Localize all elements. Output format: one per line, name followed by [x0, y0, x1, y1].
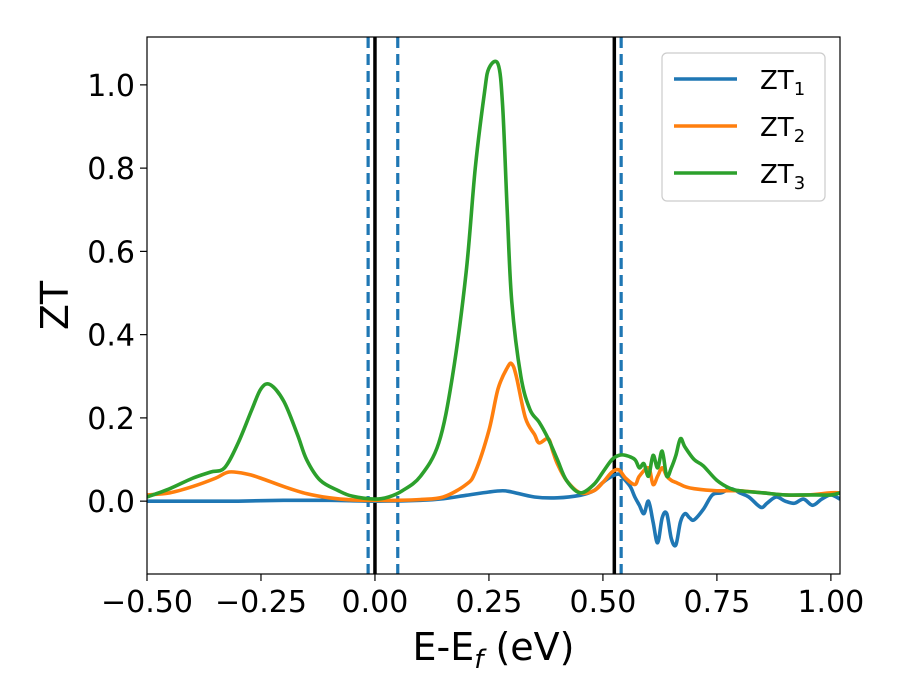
x-tick-label: 0.75	[684, 585, 751, 620]
legend: ZT1 ZT2 ZT3	[661, 52, 826, 202]
x-tick-label: −0.25	[215, 585, 307, 620]
y-tick-label: 0.0	[87, 485, 135, 520]
legend-label-zt2: ZT2	[760, 113, 805, 147]
y-axis-label: ZT	[33, 280, 77, 330]
y-tick-label: 0.2	[87, 402, 135, 437]
legend-box	[661, 52, 826, 202]
x-axis: −0.50 −0.25 0.00 0.25 0.50 0.75 1.00	[101, 574, 864, 620]
y-axis: 0.0 0.2 0.4 0.6 0.8 1.0	[87, 69, 147, 520]
series-line-zt2	[147, 361, 840, 503]
x-axis-label: E-Ef (eV)	[413, 625, 575, 675]
x-tick-label: 0.25	[456, 585, 523, 620]
reference-vertical-lines	[366, 37, 623, 574]
legend-label-zt3: ZT3	[760, 160, 805, 194]
legend-label-zt1: ZT1	[760, 66, 805, 100]
x-tick-label: −0.50	[101, 585, 193, 620]
y-tick-label: 1.0	[87, 69, 135, 104]
x-tick-label: 0.00	[342, 585, 409, 620]
series-line-zt1	[147, 472, 840, 548]
x-tick-label: 1.00	[797, 585, 864, 620]
y-tick-label: 0.8	[87, 152, 135, 187]
series-lines	[147, 59, 840, 548]
plot-frame	[146, 36, 841, 575]
x-tick-label: 0.50	[570, 585, 637, 620]
y-tick-label: 0.6	[87, 235, 135, 270]
series-line-zt3	[147, 59, 840, 501]
y-tick-label: 0.4	[87, 319, 135, 354]
